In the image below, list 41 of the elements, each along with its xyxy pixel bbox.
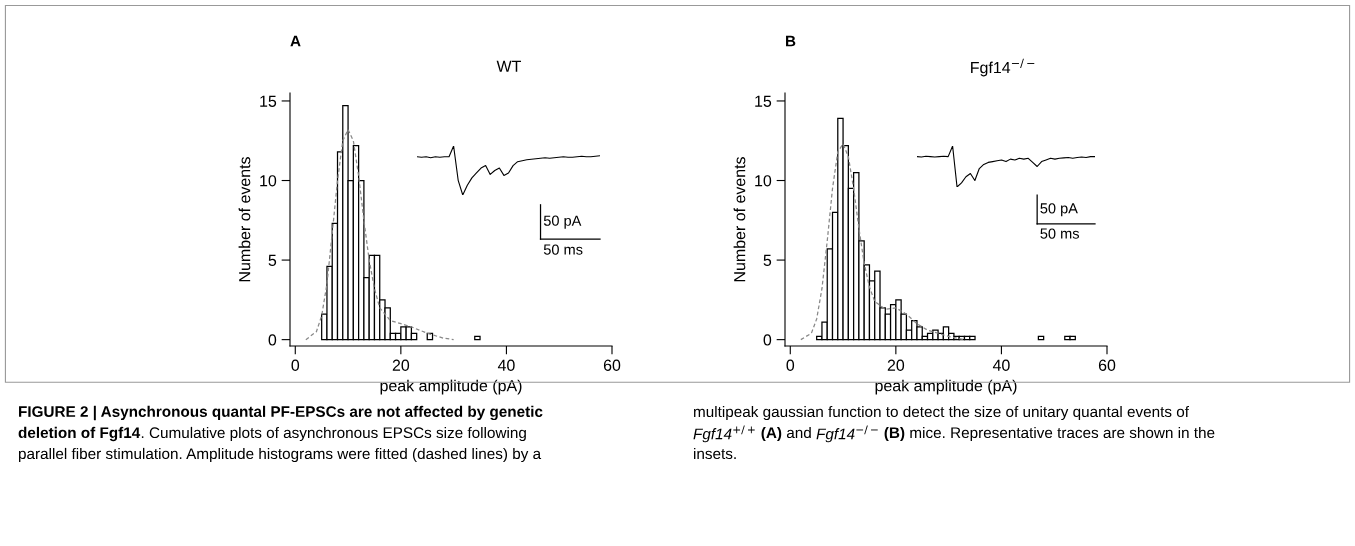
x-tick-label: 0 <box>291 359 300 371</box>
y-tick-label: 10 <box>755 175 772 187</box>
text: parallel fiber stimulation. Amplitude histograms were fitted (dashed lines) by a <box>18 447 542 463</box>
line-series <box>305 128 455 341</box>
annotation: 50 pA <box>1040 203 1078 217</box>
x-tick-label: 20 <box>887 359 905 371</box>
x-tick-label: 40 <box>497 359 515 371</box>
x-axis-title: peak amplitude (pA) <box>875 379 1017 395</box>
x-tick-label: 60 <box>1098 359 1116 371</box>
x-tick-label: 0 <box>786 359 795 371</box>
text: insets. <box>694 447 736 460</box>
text: and <box>786 426 811 439</box>
chart-title: Fgf14$^{−/−}$ <box>971 58 1035 77</box>
y-tick-label: 5 <box>763 254 772 267</box>
y-axis-title: Number of events <box>238 157 251 282</box>
text: . Cumulative plots of asynchronous EPSCs size following <box>141 426 526 442</box>
caption: FIGURE 2 | Asynchronous quantal PF-EPSCs are not affected by genetic <box>19 405 543 421</box>
y-tick-label: 0 <box>268 334 277 346</box>
y-axis-title: Number of events <box>733 157 746 282</box>
x-tick-label: 40 <box>992 359 1010 371</box>
y-tick-label: 5 <box>268 254 277 267</box>
y-tick-label: 15 <box>755 95 772 107</box>
annotation: 50 ms <box>1040 228 1080 239</box>
text: mice. Representative traces are shown in the <box>910 426 1215 442</box>
x-tick-label: 60 <box>603 359 621 371</box>
annotation: 50 ms <box>543 244 583 255</box>
text: deletion of Fgf14 <box>18 426 141 442</box>
y-tick-label: 10 <box>260 175 277 187</box>
text: B <box>786 35 796 47</box>
text: multipeak gaussian function to detect the size of unitary quantal events of <box>694 405 1190 421</box>
text: (A) <box>761 426 782 442</box>
y-tick-label: 15 <box>260 95 277 107</box>
text: Fgf14$^{+/+}$ <box>693 425 755 443</box>
x-tick-label: 20 <box>392 359 410 371</box>
text: Fgf14$^{−/−}$ <box>816 425 878 443</box>
y-tick-label: 0 <box>763 334 772 346</box>
text: (B) <box>884 426 905 442</box>
x-axis-title: peak amplitude (pA) <box>380 379 522 395</box>
text: A <box>290 35 301 47</box>
annotation: 50 pA <box>543 215 582 229</box>
chart-title: WT <box>496 60 522 72</box>
